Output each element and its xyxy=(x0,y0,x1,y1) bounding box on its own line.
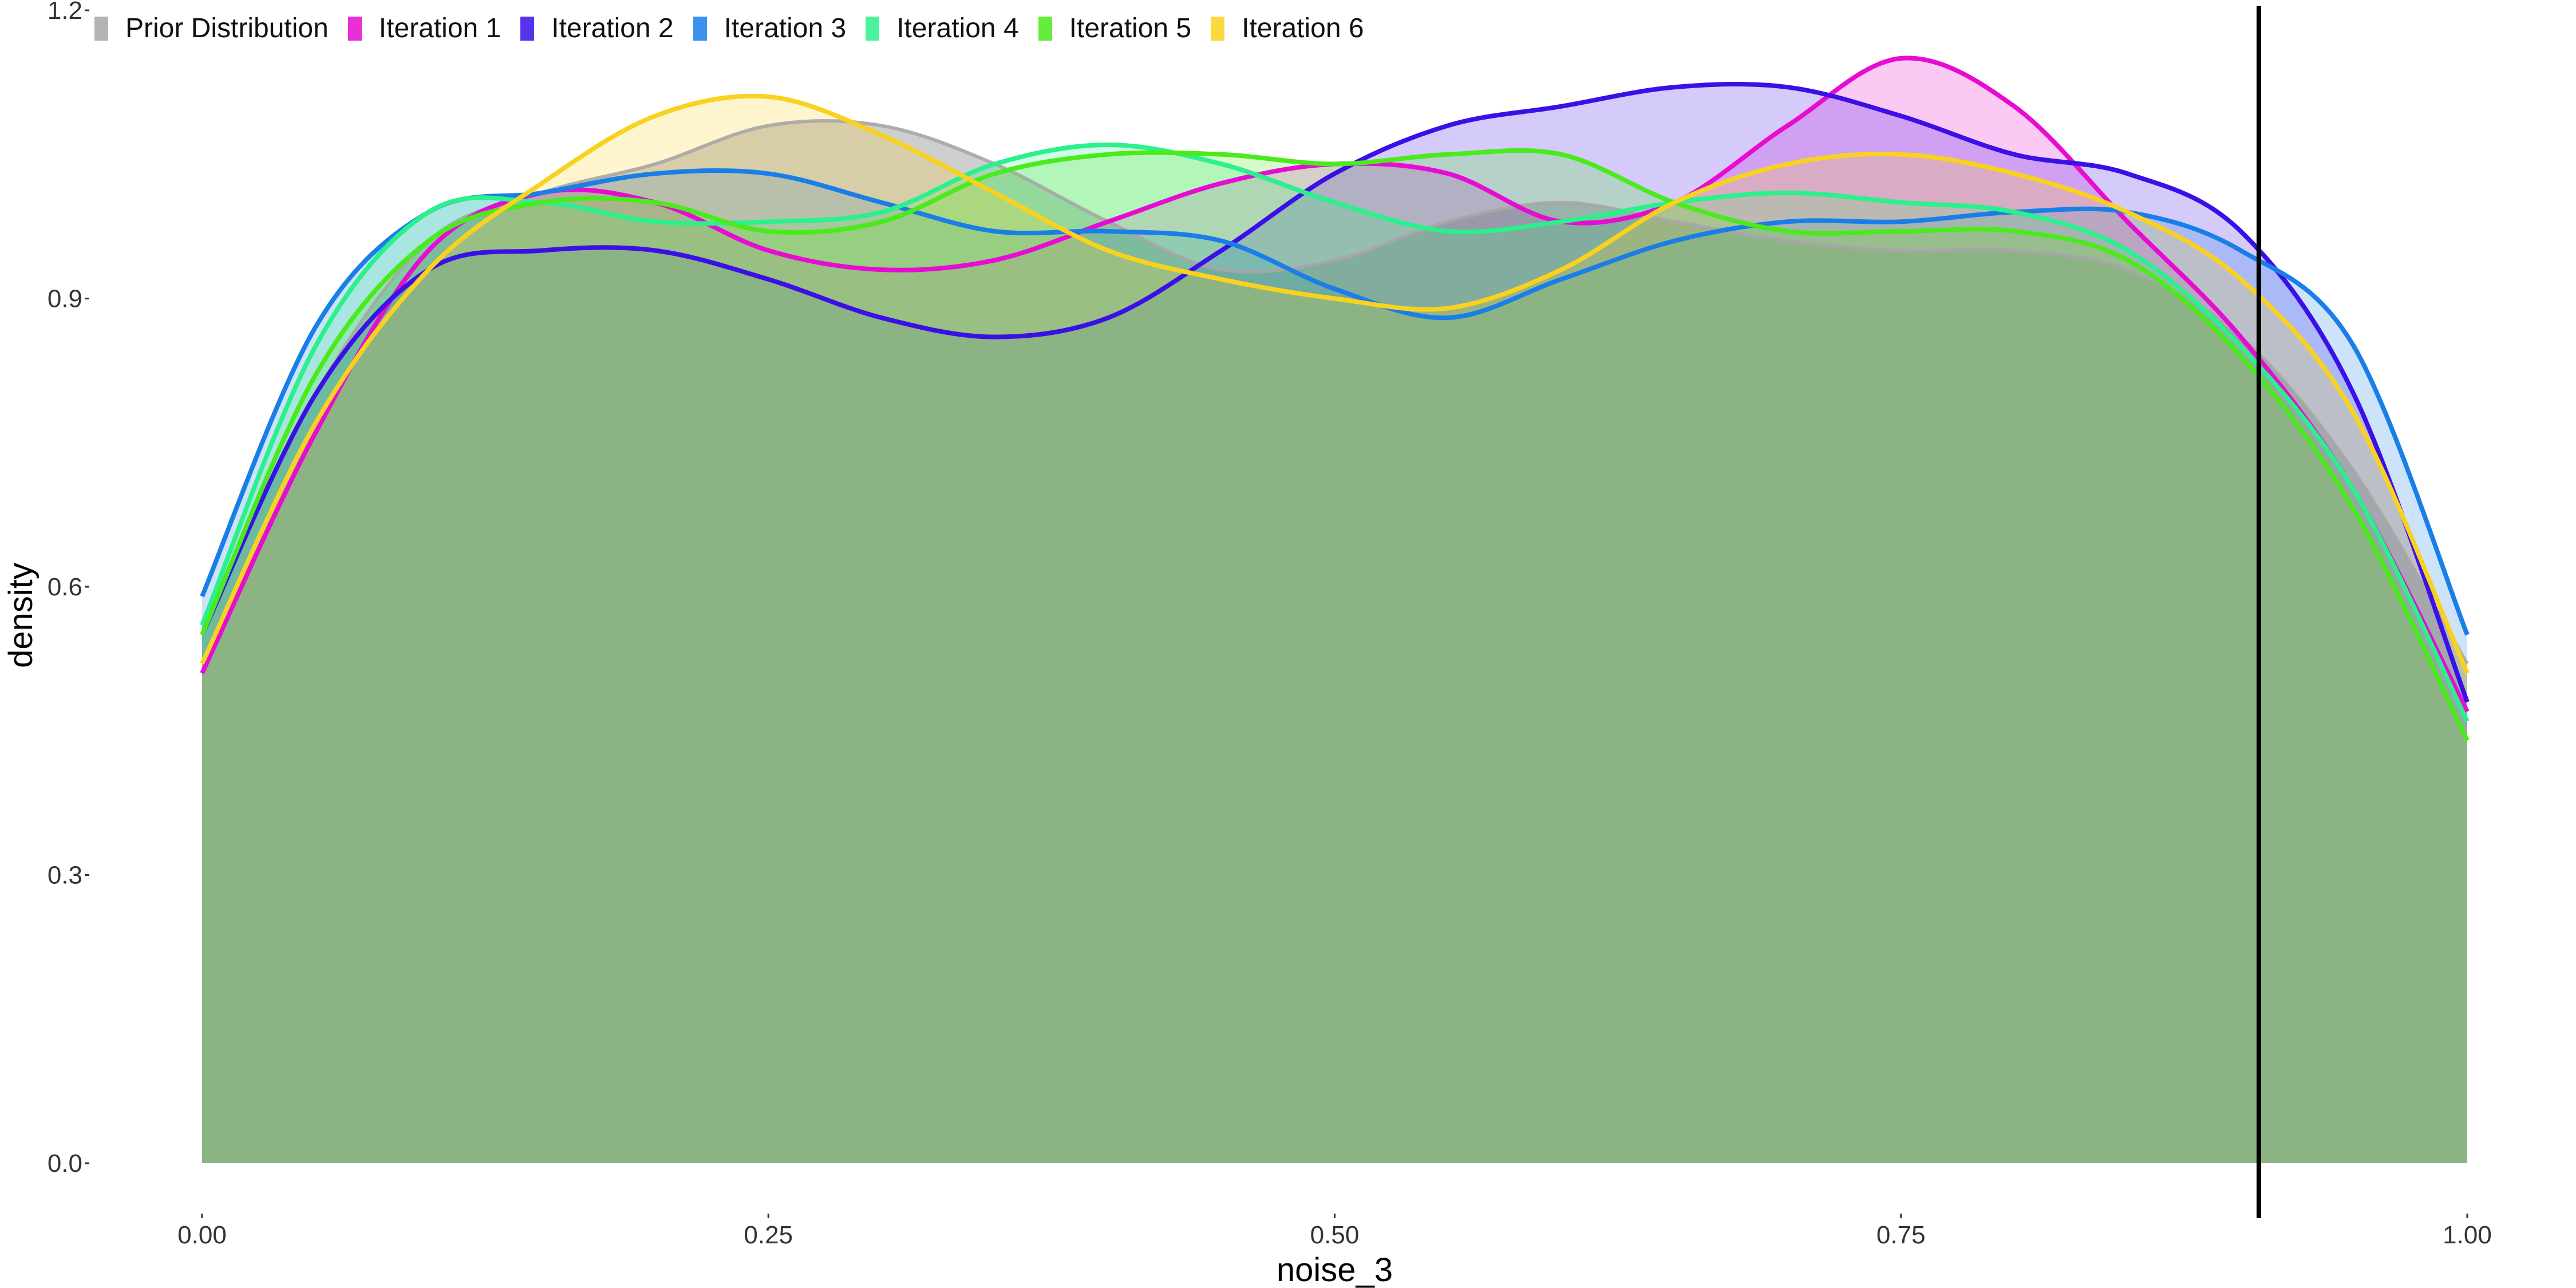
density-line-iteration-5 xyxy=(200,148,2470,742)
x-tick-label: 0.75 xyxy=(1876,1221,1926,1249)
y-tick-label: 0.0 xyxy=(48,1149,82,1178)
legend-key xyxy=(94,16,108,41)
legend-item: Iteration 4 xyxy=(866,13,1019,44)
density-area-iteration-2 xyxy=(202,84,2467,1163)
density-area-iteration-5 xyxy=(202,150,2467,1163)
density-area-iteration-6 xyxy=(202,96,2467,1163)
legend-label: Iteration 4 xyxy=(896,13,1019,44)
y-axis-title: density xyxy=(2,563,39,668)
legend-key xyxy=(1211,16,1225,41)
legend-item: Iteration 1 xyxy=(347,13,501,44)
x-axis-title: noise_3 xyxy=(1277,1251,1393,1288)
density-lines xyxy=(200,56,2470,742)
legend-key xyxy=(1038,16,1052,41)
x-tick-label: 1.00 xyxy=(2443,1221,2492,1249)
y-tick-label: 0.6 xyxy=(48,573,82,601)
legend-label: Iteration 5 xyxy=(1069,13,1192,44)
density-area-iteration-1 xyxy=(202,58,2467,1163)
density-area-iteration-4 xyxy=(202,145,2467,1163)
x-tick-label: 0.00 xyxy=(177,1221,227,1249)
density-line-iteration-2 xyxy=(200,82,2470,703)
legend-label: Prior Distribution xyxy=(125,13,329,44)
x-tick-label: 0.50 xyxy=(1310,1221,1360,1249)
legend-label: Iteration 2 xyxy=(551,13,674,44)
density-line-iteration-6 xyxy=(200,93,2470,674)
legend-key xyxy=(520,16,535,41)
legend-item: Iteration 6 xyxy=(1211,13,1364,44)
legend-key xyxy=(693,16,707,41)
y-tick-label: 1.2 xyxy=(48,0,82,25)
density-areas xyxy=(202,58,2467,1163)
series-layer xyxy=(200,56,2470,1163)
legend-item: Iteration 5 xyxy=(1038,13,1191,44)
density-area-prior-distribution xyxy=(202,121,2467,1163)
y-tick-label: 0.3 xyxy=(48,862,82,890)
legend-label: Iteration 3 xyxy=(724,13,847,44)
legend-key xyxy=(347,16,362,41)
legend-label: Iteration 6 xyxy=(1242,13,1364,44)
x-tick-label: 0.25 xyxy=(744,1221,793,1249)
legend-item: Iteration 2 xyxy=(520,13,674,44)
legend-item: Iteration 3 xyxy=(693,13,846,44)
axis-layer: 0.00 0.25 0.50 0.75 1.00 0.0 0.3 0.6 0.9 1.2 xyxy=(48,0,2492,1249)
y-tick-label: 0.9 xyxy=(48,285,82,313)
legend-label: Iteration 1 xyxy=(378,13,501,44)
legend-key xyxy=(866,16,880,41)
legend-item: Prior Distribution xyxy=(94,13,329,44)
density-area-iteration-3 xyxy=(202,170,2467,1163)
legend: Prior Distribution Iteration 1 Iteration 2… xyxy=(94,13,1384,44)
